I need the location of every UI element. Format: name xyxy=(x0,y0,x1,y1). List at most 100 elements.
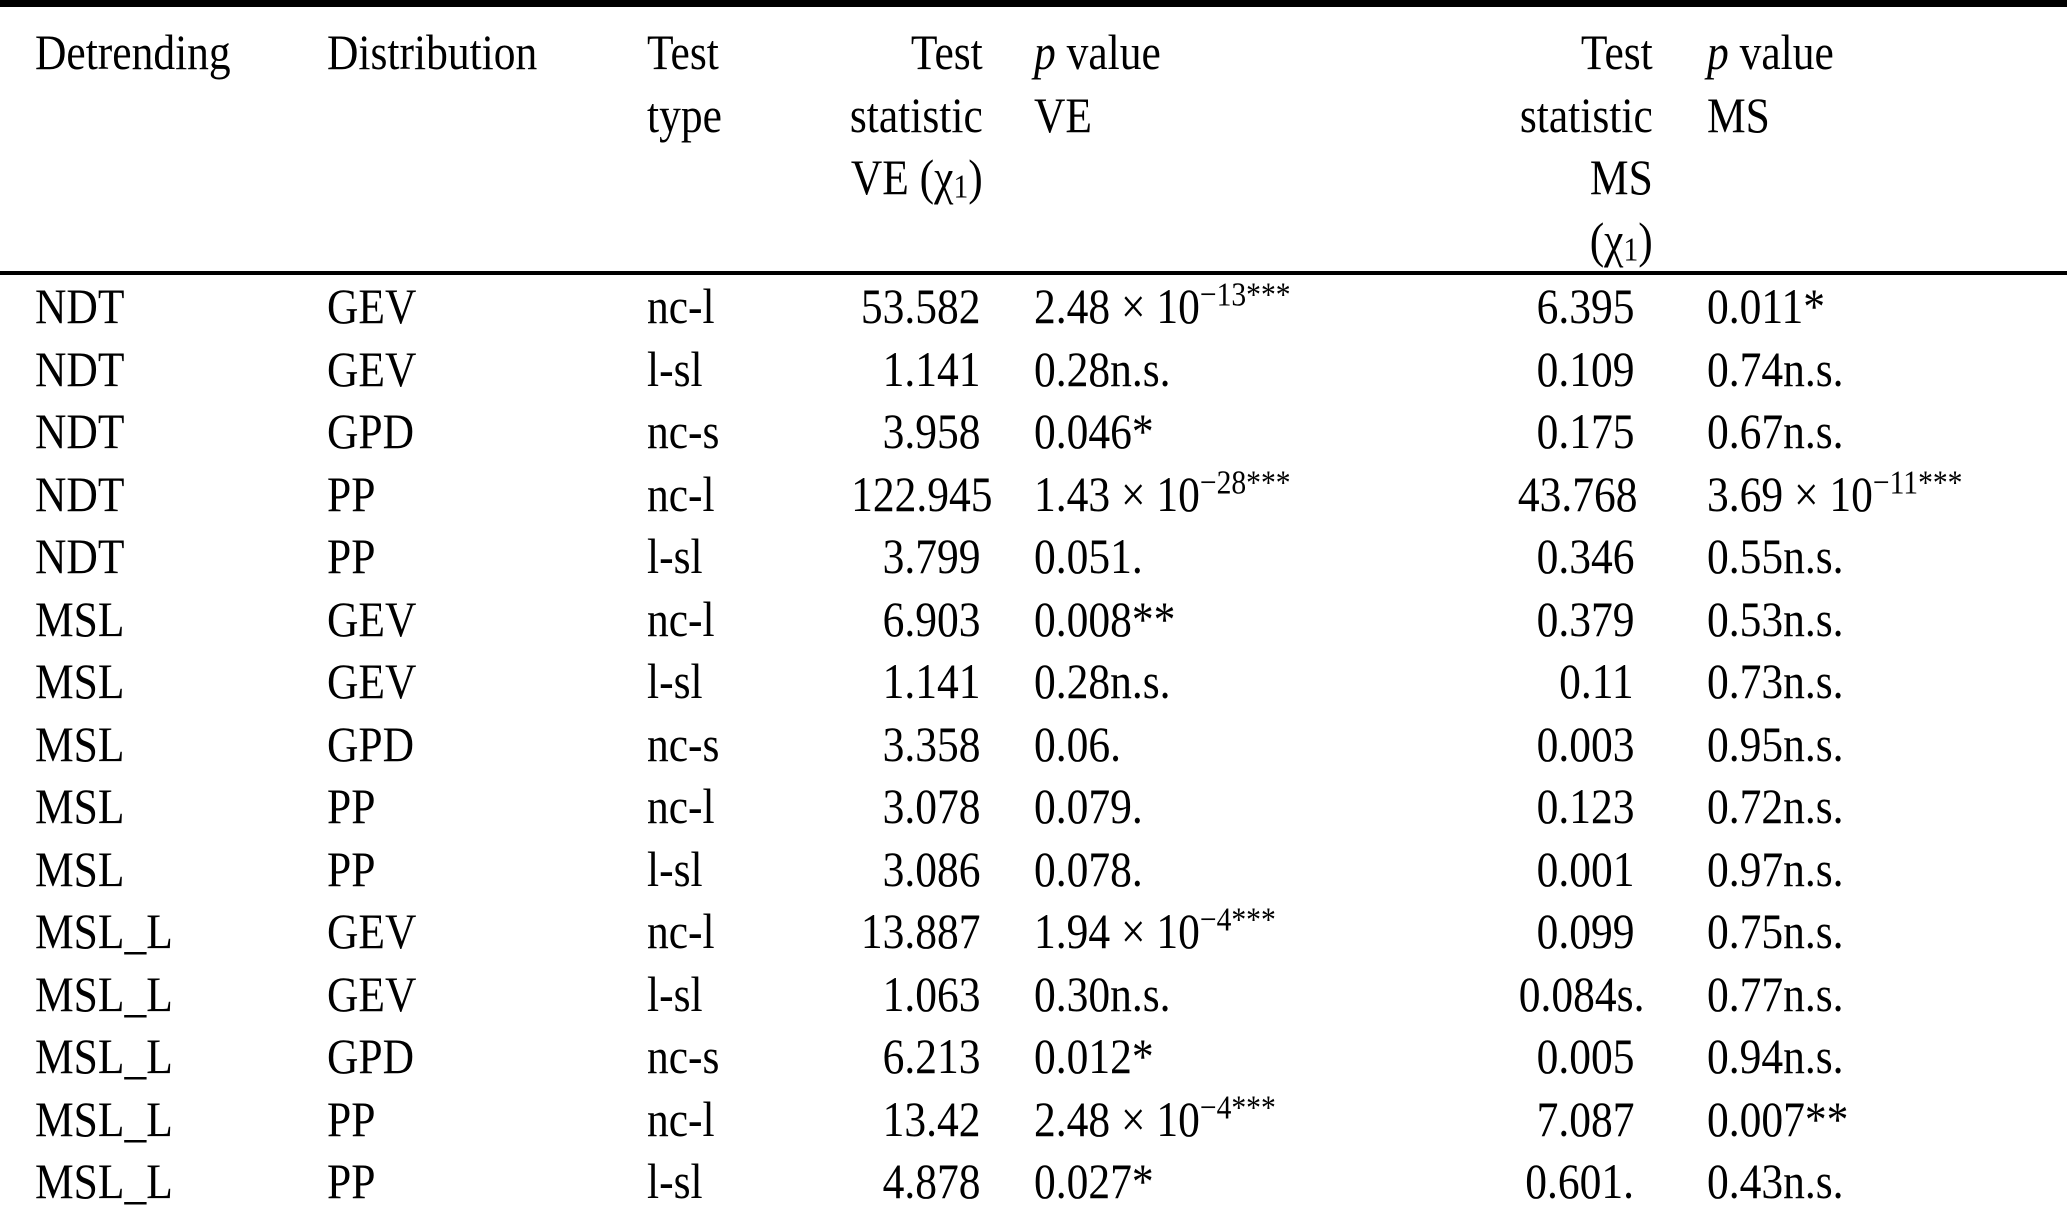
cell-distribution: GEV xyxy=(327,965,417,1022)
cell-test-statistic-ms: 0.11 xyxy=(1559,653,1634,709)
cell-test-statistic-ms: 6.395 xyxy=(1536,278,1634,334)
cell-distribution: PP xyxy=(327,778,376,834)
cell-test-statistic-ve: 3.086 xyxy=(882,840,980,897)
cell-distribution: GEV xyxy=(327,340,417,397)
cell-test-statistic-ve: 1.141 xyxy=(882,340,980,397)
cell-p-value-ms: 0.95n.s. xyxy=(1707,715,1844,772)
cell-p-value-ve: 2.48 × 10−4*** xyxy=(1034,1088,1276,1147)
cell-test-statistic-ve: 53.582 xyxy=(860,278,980,334)
table-row: MSL_L GEV l-sl 1.063 0.30n.s. 0.084s. 0.77n.s. xyxy=(0,963,2067,1026)
cell-test-type: nc-l xyxy=(647,590,715,647)
header-line: VE (χ1) xyxy=(850,149,983,206)
cell-p-value-ms: 0.007** xyxy=(1707,1090,1849,1147)
cell-test-type: nc-s xyxy=(647,403,720,459)
cell-p-value-ms: 0.011* xyxy=(1707,278,1826,334)
cell-test-type: l-sl xyxy=(647,840,703,897)
table-row: MSL_L GEV nc-l 13.887 1.94 × 10−4*** 0.099 0.7… xyxy=(0,900,2067,963)
cell-test-type: nc-s xyxy=(647,1028,720,1084)
cell-p-value-ms: 0.75n.s. xyxy=(1707,903,1844,959)
cell-distribution: GEV xyxy=(327,590,417,647)
header-test-statistic-ve: Test statistic VE (χ1) xyxy=(830,3,990,275)
cell-test-statistic-ve: 122.945 xyxy=(851,465,993,522)
cell-detrending: MSL xyxy=(35,778,125,834)
cell-p-value-ms: 0.67n.s. xyxy=(1707,403,1844,459)
cell-distribution: PP xyxy=(327,1090,376,1147)
table-row: NDT GEV l-sl 1.141 0.28n.s. 0.109 0.74n.s. xyxy=(0,338,2067,401)
cell-distribution: GEV xyxy=(327,903,417,959)
cell-test-type: nc-l xyxy=(647,278,715,334)
cell-test-statistic-ve: 4.878 xyxy=(882,1153,980,1205)
cell-p-value-ve: 0.012* xyxy=(1034,1028,1154,1084)
cell-detrending: NDT xyxy=(35,403,125,459)
cell-detrending: MSL_L xyxy=(35,1028,173,1084)
cell-detrending: NDT xyxy=(35,278,125,334)
cell-test-statistic-ve: 3.078 xyxy=(882,778,980,834)
cell-test-type: nc-l xyxy=(647,903,715,959)
cell-p-value-ms: 0.43n.s. xyxy=(1707,1153,1844,1205)
cell-p-value-ms: 0.72n.s. xyxy=(1707,778,1844,834)
header-line: Test xyxy=(1580,24,1653,80)
header-line: Detrending xyxy=(35,24,231,80)
cell-p-value-ms: 0.77n.s. xyxy=(1707,965,1844,1022)
cell-p-value-ve: 0.28n.s. xyxy=(1034,340,1171,397)
cell-p-value-ms: 3.69 × 10−11*** xyxy=(1707,463,1963,522)
header-detrending: Detrending xyxy=(0,3,315,275)
cell-test-statistic-ve: 13.887 xyxy=(860,903,980,959)
cell-test-statistic-ve: 13.42 xyxy=(882,1090,980,1147)
header-line: MS xyxy=(1707,86,1770,143)
cell-test-type: l-sl xyxy=(647,340,703,397)
table-row: NDT GPD nc-s 3.958 0.046* 0.175 0.67n.s. xyxy=(0,400,2067,463)
header-line: p value xyxy=(1707,24,1834,80)
cell-p-value-ms: 0.74n.s. xyxy=(1707,340,1844,397)
cell-p-value-ve: 1.94 × 10−4*** xyxy=(1034,901,1276,959)
cell-p-value-ve: 0.079. xyxy=(1034,778,1143,834)
table-body: NDT GEV nc-l 53.582 2.48 × 10−13*** 6.395 0.01… xyxy=(0,273,2067,1205)
header-line: Test xyxy=(647,24,719,80)
table-row: MSL_L GPD nc-s 6.213 0.012* 0.005 0.94n.s. xyxy=(0,1025,2067,1088)
cell-test-type: nc-l xyxy=(647,778,715,834)
cell-p-value-ve: 0.051. xyxy=(1034,528,1143,584)
cell-test-type: l-sl xyxy=(647,653,703,709)
header-test-type: Test type xyxy=(635,3,830,275)
cell-p-value-ve: 0.28n.s. xyxy=(1034,653,1171,709)
cell-detrending: NDT xyxy=(35,528,125,584)
cell-test-type: nc-l xyxy=(647,1090,715,1147)
cell-p-value-ve: 2.48 × 10−13*** xyxy=(1034,276,1291,334)
cell-test-statistic-ms: 0.175 xyxy=(1536,403,1634,459)
cell-detrending: MSL xyxy=(35,653,125,709)
table-row: MSL_L PP nc-l 13.42 2.48 × 10−4*** 7.087 0.007… xyxy=(0,1088,2067,1151)
table-row: NDT PP l-sl 3.799 0.051. 0.346 0.55n.s. xyxy=(0,525,2067,588)
cell-test-statistic-ms: 0.084s. xyxy=(1518,965,1645,1022)
table-row: NDT GEV nc-l 53.582 2.48 × 10−13*** 6.395 0.01… xyxy=(0,273,2067,338)
table-row: MSL_L PP l-sl 4.878 0.027* 0.601. 0.43n.s. xyxy=(0,1150,2067,1205)
header-line: VE xyxy=(1034,86,1092,143)
table-row: MSL PP nc-l 3.078 0.079. 0.123 0.72n.s. xyxy=(0,775,2067,838)
cell-p-value-ms: 0.97n.s. xyxy=(1707,840,1844,897)
cell-detrending: NDT xyxy=(35,465,125,522)
cell-test-statistic-ms: 0.005 xyxy=(1536,1028,1634,1084)
header-row: Detrending Distribution Test type Test statis… xyxy=(0,3,2067,275)
header-line: MS (χ1) xyxy=(1589,149,1653,268)
cell-test-type: l-sl xyxy=(647,528,703,584)
cell-test-statistic-ve: 1.141 xyxy=(882,653,980,709)
cell-p-value-ms: 0.55n.s. xyxy=(1707,528,1844,584)
cell-distribution: GPD xyxy=(327,1028,415,1084)
header-p-value-ve: p value VE xyxy=(990,3,1500,275)
cell-detrending: MSL_L xyxy=(35,1153,173,1205)
cell-p-value-ve: 0.078. xyxy=(1034,840,1143,897)
cell-test-type: l-sl xyxy=(647,1153,703,1205)
cell-distribution: GPD xyxy=(327,715,415,772)
cell-test-statistic-ve: 3.358 xyxy=(882,715,980,772)
cell-p-value-ms: 0.53n.s. xyxy=(1707,590,1844,647)
table-row: MSL PP l-sl 3.086 0.078. 0.001 0.97n.s. xyxy=(0,838,2067,901)
cell-detrending: MSL_L xyxy=(35,903,173,959)
table-header: Detrending Distribution Test type Test statis… xyxy=(0,3,2067,275)
cell-p-value-ve: 0.008** xyxy=(1034,590,1176,647)
cell-detrending: MSL xyxy=(35,840,125,897)
cell-test-statistic-ms: 0.109 xyxy=(1536,340,1634,397)
cell-test-statistic-ve: 3.958 xyxy=(882,403,980,459)
cell-test-statistic-ve: 6.213 xyxy=(882,1028,980,1084)
cell-test-statistic-ve: 3.799 xyxy=(882,528,980,584)
